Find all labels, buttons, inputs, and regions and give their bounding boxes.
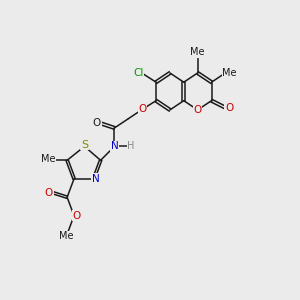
Text: O: O (138, 104, 146, 115)
Text: Me: Me (41, 154, 56, 164)
Text: O: O (45, 188, 53, 198)
Text: Cl: Cl (134, 68, 144, 78)
Text: Me: Me (222, 68, 237, 78)
Text: O: O (93, 118, 101, 128)
Text: O: O (194, 105, 202, 115)
Text: S: S (81, 140, 88, 150)
Text: N: N (92, 174, 99, 184)
Text: Me: Me (59, 231, 73, 241)
Text: H: H (128, 141, 135, 152)
Text: O: O (225, 103, 233, 112)
Text: Me: Me (190, 47, 205, 57)
Text: N: N (111, 141, 119, 152)
Text: O: O (72, 211, 80, 221)
